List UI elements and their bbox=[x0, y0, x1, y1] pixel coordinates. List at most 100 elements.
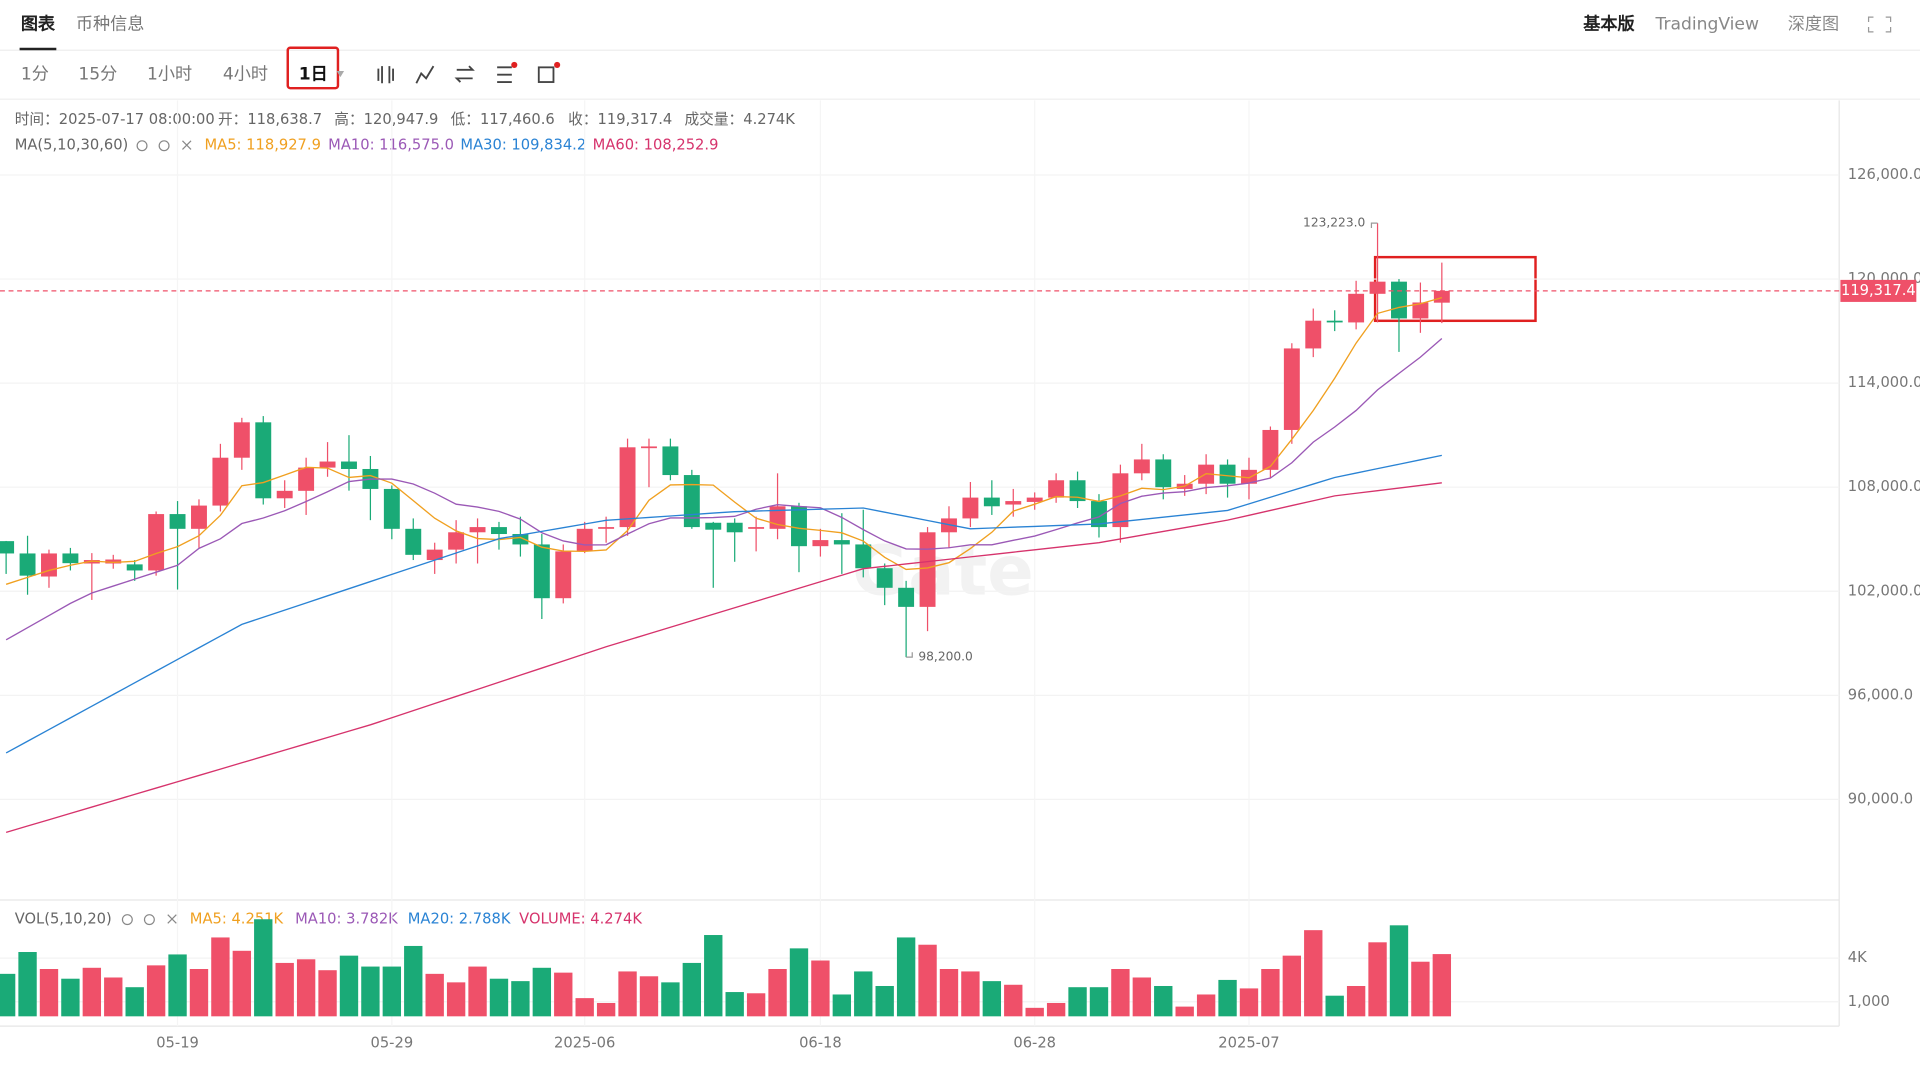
y-tick-label: 4K bbox=[1848, 949, 1867, 966]
volume-bar bbox=[446, 982, 466, 1017]
interval[interactable]: 15分 bbox=[78, 65, 117, 85]
low-annotation: 98,200.0 bbox=[918, 650, 972, 664]
candle-body bbox=[705, 522, 722, 530]
fullscreen-icon[interactable] bbox=[1867, 16, 1892, 33]
gear-icon[interactable] bbox=[143, 914, 155, 926]
candle-body bbox=[855, 544, 872, 569]
x-tick-label: 06-18 bbox=[799, 1034, 842, 1051]
dropdown-arrow[interactable] bbox=[336, 71, 345, 78]
candle-body bbox=[169, 514, 186, 529]
volume-bar bbox=[1196, 994, 1216, 1017]
y-tick-label: 108,000.0 bbox=[1848, 478, 1920, 495]
eye-icon[interactable] bbox=[121, 914, 133, 926]
volume-bar bbox=[1068, 987, 1087, 1017]
candle-body bbox=[341, 461, 357, 469]
candle-body bbox=[1433, 290, 1450, 303]
x-tick-label: 05-19 bbox=[156, 1034, 199, 1051]
interval[interactable]: 1小时 bbox=[147, 65, 192, 85]
ma-legend: MA60: 108,252.9 bbox=[593, 137, 719, 154]
volume-bar bbox=[725, 992, 744, 1017]
swap-icon[interactable] bbox=[454, 65, 475, 83]
volume-bar bbox=[1411, 961, 1430, 1017]
candle-body bbox=[448, 532, 465, 550]
volume-bar bbox=[39, 969, 59, 1017]
candle-body bbox=[191, 505, 207, 529]
close-icon[interactable] bbox=[182, 140, 192, 150]
ma-line bbox=[5, 454, 1442, 754]
toolbar-icons bbox=[377, 65, 555, 84]
candle-body bbox=[1133, 459, 1150, 474]
volume-bar bbox=[1025, 1007, 1044, 1017]
ohlc-info: 高：120,947.9 bbox=[334, 111, 438, 128]
volume-bar bbox=[682, 962, 702, 1017]
volume-bar bbox=[404, 945, 423, 1017]
candle-body bbox=[898, 587, 915, 607]
volume-bar bbox=[661, 982, 680, 1017]
volume-bar bbox=[146, 965, 166, 1017]
candle-body bbox=[1005, 501, 1022, 505]
tab[interactable]: 币种信息 bbox=[76, 14, 145, 34]
settings-icon[interactable] bbox=[537, 66, 555, 83]
interval[interactable]: 4小时 bbox=[223, 65, 268, 85]
last-price-box bbox=[1840, 279, 1917, 302]
eye-icon[interactable] bbox=[136, 140, 148, 152]
candle-body bbox=[426, 549, 443, 561]
list-icon[interactable] bbox=[497, 66, 512, 83]
candle-body bbox=[1112, 473, 1129, 528]
gear-icon[interactable] bbox=[158, 140, 170, 152]
interval[interactable]: 1分 bbox=[21, 65, 49, 85]
ohlc-info: 低：117,460.6 bbox=[451, 111, 555, 128]
volume-bar bbox=[1046, 1002, 1066, 1017]
volume-bar bbox=[168, 954, 187, 1017]
volume-bar bbox=[0, 973, 16, 1017]
candle-body bbox=[683, 475, 700, 528]
tab[interactable]: 图表 bbox=[21, 13, 56, 34]
ohlc-info: 成交量：4.274K bbox=[684, 110, 795, 128]
high-pointer bbox=[1370, 222, 1378, 229]
candle-body bbox=[276, 490, 293, 499]
volume-bar bbox=[1004, 984, 1023, 1017]
candle-body bbox=[555, 551, 572, 599]
volume-bar bbox=[532, 967, 552, 1017]
volume-bar bbox=[1111, 969, 1130, 1017]
version-tab[interactable]: TradingView bbox=[1655, 14, 1759, 34]
candle-body bbox=[1348, 293, 1365, 323]
y-tick-label: 114,000.0 bbox=[1848, 374, 1920, 391]
volume-bar bbox=[768, 969, 787, 1017]
candle-body bbox=[233, 422, 250, 458]
interval[interactable]: 1日 bbox=[299, 65, 328, 85]
ohlc-info: 收：119,317.4 bbox=[568, 111, 672, 128]
close-icon[interactable] bbox=[167, 914, 177, 924]
volume-bar bbox=[875, 985, 894, 1017]
candle-body bbox=[941, 518, 957, 533]
candle-body bbox=[576, 528, 593, 552]
candle-body bbox=[533, 544, 550, 599]
ohlc-info: 时间：2025-07-17 08:00:00 bbox=[15, 111, 215, 128]
x-tick-label: 05-29 bbox=[370, 1034, 413, 1051]
candle-body bbox=[833, 540, 850, 545]
ohlc-info: 开：118,638.7 bbox=[218, 111, 322, 128]
volume-bar bbox=[18, 952, 37, 1017]
candle-icon[interactable] bbox=[377, 66, 394, 84]
last-price-label: 119,317.4 bbox=[1841, 282, 1916, 299]
x-tick-label: 06-28 bbox=[1013, 1034, 1056, 1051]
volume-bar bbox=[1325, 995, 1344, 1017]
version-tab[interactable]: 深度图 bbox=[1788, 14, 1839, 34]
candle-body bbox=[1305, 320, 1322, 349]
ma-legend: MA10: 116,575.0 bbox=[328, 137, 454, 154]
version-tab[interactable]: 基本版 bbox=[1583, 13, 1635, 34]
volume-bar bbox=[896, 937, 916, 1017]
indicator-icon[interactable] bbox=[415, 65, 435, 84]
volume-bar bbox=[254, 919, 273, 1017]
candle-body bbox=[726, 522, 743, 533]
volume-bar bbox=[1389, 925, 1409, 1017]
y-tick-label: 90,000.0 bbox=[1848, 790, 1913, 807]
volume-bar bbox=[746, 993, 766, 1017]
vol-legend: MA20: 2.788K bbox=[408, 911, 511, 928]
ma-legend: MA5: 118,927.9 bbox=[204, 137, 320, 154]
candle-body bbox=[83, 560, 100, 564]
candle-body bbox=[62, 553, 79, 564]
candle-body bbox=[1326, 320, 1343, 323]
candle-body bbox=[126, 564, 143, 571]
